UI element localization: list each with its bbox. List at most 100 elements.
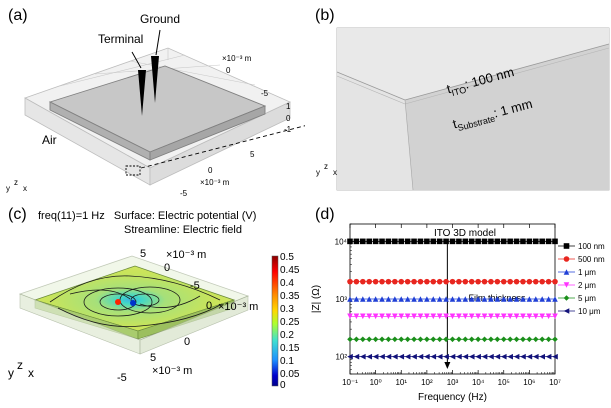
data-point <box>545 336 552 343</box>
chart-title: ITO 3D model <box>434 228 496 239</box>
data-point <box>411 336 417 343</box>
air-label: Air <box>42 133 57 147</box>
cb-tick-6: 0.2 <box>280 330 294 341</box>
data-point <box>347 278 353 285</box>
data-point <box>526 336 533 343</box>
data-point <box>481 296 488 302</box>
panel-d: (d) 10⁻¹ 10⁰ 10¹ 10² 10³ 10⁴ 10⁵ 10⁶ 10⁷ 10² 10³ 10… <box>305 204 611 408</box>
panel-c: (c) freq(11)=1 Hz Surface: Electric pote… <box>0 204 305 408</box>
data-point <box>475 336 481 343</box>
c-unit-front: ×10⁻³ m <box>152 365 193 377</box>
data-point <box>475 296 481 302</box>
panel-b-closeup <box>336 27 610 191</box>
c-unit-top: ×10⁻³ m <box>166 249 207 261</box>
data-point <box>372 296 379 302</box>
data-point <box>424 278 430 285</box>
data-point <box>372 238 379 245</box>
cb-tick-3: 0.35 <box>280 291 300 302</box>
data-point <box>449 238 456 245</box>
data-point <box>449 353 456 360</box>
triad-b-x: x <box>333 168 337 177</box>
data-point <box>430 336 437 343</box>
data-point <box>424 313 430 320</box>
a-tick-vert-2: -1 <box>284 125 292 134</box>
data-point <box>430 238 437 245</box>
data-point <box>411 296 417 302</box>
data-point <box>417 278 424 285</box>
data-point <box>532 296 539 302</box>
data-point <box>481 278 488 285</box>
legend-label: 1 μm <box>578 268 596 277</box>
data-point <box>507 278 513 285</box>
data-point <box>526 278 533 285</box>
data-point <box>468 278 475 285</box>
data-point <box>500 238 507 245</box>
a-tick-front-0: 5 <box>250 150 255 159</box>
data-point <box>436 353 443 360</box>
data-point <box>539 313 545 320</box>
legend-label: 100 nm <box>578 242 605 251</box>
data-point <box>379 353 385 360</box>
data-point <box>532 238 539 245</box>
c-tick-top-0: 5 <box>140 248 147 260</box>
zoom-region <box>125 165 141 176</box>
data-point <box>443 353 449 360</box>
data-point <box>424 353 430 360</box>
x-tick-label: 10⁶ <box>523 378 535 387</box>
y-tick-label: 10² <box>335 353 347 362</box>
data-point <box>366 238 373 245</box>
a-tick-vert-0: 1 <box>286 102 291 111</box>
data-point <box>443 278 449 285</box>
data-point <box>456 238 462 245</box>
x-tick-label: 10³ <box>447 378 459 387</box>
data-point <box>520 278 526 285</box>
data-point <box>513 336 520 343</box>
c-tick-front-0: 0 <box>184 336 191 348</box>
a-tick-front-2: -5 <box>180 189 188 198</box>
data-point <box>398 313 405 320</box>
legend-marker <box>563 282 570 288</box>
data-point <box>392 278 398 285</box>
data-point <box>443 238 449 245</box>
data-point <box>539 238 545 245</box>
data-point <box>417 296 424 302</box>
cb-tick-0: 0.5 <box>280 252 294 263</box>
triad-c-z: z <box>17 358 23 372</box>
data-point <box>552 313 558 320</box>
panel-a-label: (a) <box>8 7 28 24</box>
data-point <box>411 353 417 360</box>
data-point <box>552 353 558 360</box>
data-point <box>385 336 392 343</box>
panel-a-geometry <box>24 29 305 186</box>
a-tick-vert-1: 0 <box>286 114 291 123</box>
data-point <box>398 353 405 360</box>
data-point <box>366 353 373 360</box>
data-point <box>507 238 513 245</box>
data-point <box>360 278 366 285</box>
data-point <box>417 336 424 343</box>
data-point <box>436 238 443 245</box>
data-point <box>468 238 475 245</box>
data-point <box>488 238 494 245</box>
data-point <box>372 313 379 320</box>
data-point <box>481 238 488 245</box>
legend-marker <box>563 308 570 314</box>
data-point <box>552 238 558 245</box>
data-point <box>513 313 520 320</box>
legend-marker <box>563 256 570 262</box>
data-point <box>385 278 392 285</box>
data-point <box>430 353 437 360</box>
data-point <box>424 296 430 302</box>
data-point <box>545 278 552 285</box>
data-point <box>526 353 533 360</box>
data-point <box>475 313 481 320</box>
data-point <box>366 296 373 302</box>
legend-label: 2 μm <box>578 281 596 290</box>
data-point <box>481 336 488 343</box>
c-unit-right: ×10⁻³ m <box>218 301 259 313</box>
y-tick-label: 10³ <box>335 295 347 304</box>
data-point <box>520 313 526 320</box>
data-point <box>468 336 475 343</box>
data-point <box>520 238 526 245</box>
data-point <box>545 313 552 320</box>
